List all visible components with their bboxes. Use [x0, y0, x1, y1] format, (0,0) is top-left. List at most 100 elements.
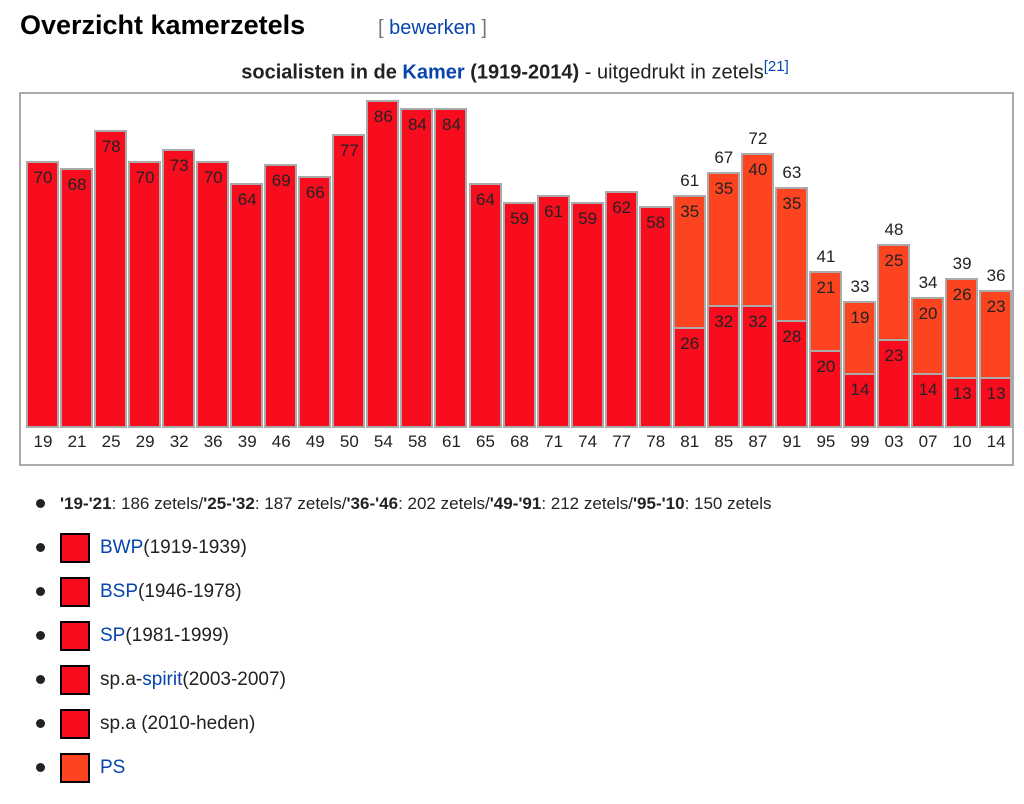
kamer-link[interactable]: Kamer — [402, 61, 465, 84]
legend-party-link[interactable]: SP — [100, 625, 126, 646]
bar-segment-ps — [877, 244, 910, 341]
chart-title: socialisten in de Kamer (1919-2014) - ui… — [0, 58, 1024, 85]
bar-segment-red — [502, 202, 536, 428]
legend-party-link[interactable]: BWP — [100, 537, 144, 558]
bar-value-label: 40 — [748, 160, 768, 180]
bracket-open: [ — [378, 17, 390, 39]
bar-value-label: 68 — [67, 175, 87, 195]
x-tick-label: 29 — [135, 432, 155, 451]
bar-total-label: 48 — [884, 220, 904, 240]
legend-swatch — [60, 621, 90, 651]
bar-segment-red — [94, 130, 128, 428]
x-tick-label: 54 — [373, 432, 393, 451]
bar-value-label: 70 — [203, 167, 223, 187]
bar-segment-red — [400, 107, 434, 428]
x-tick-label: 25 — [101, 432, 121, 451]
bar-total-label: 72 — [748, 129, 768, 149]
reference-link[interactable]: [21] — [763, 58, 789, 75]
legend-item: BWP (1919-1939) — [36, 526, 772, 570]
bar-value-label: 59 — [510, 209, 529, 229]
period-label: '36-'46 — [346, 494, 399, 513]
bar-value-label: 35 — [714, 179, 734, 199]
bar-value-label: 20 — [816, 357, 836, 377]
x-tick-label: 65 — [476, 432, 495, 451]
legend-item: sp.a-spirit (2003-2007) — [36, 658, 772, 702]
bar-segment-red — [264, 164, 298, 428]
x-tick-label: 21 — [67, 432, 87, 451]
x-tick-label: 68 — [510, 432, 529, 451]
bar-value-label: 77 — [339, 141, 359, 161]
bar-segment-red — [60, 168, 94, 428]
bar-segment-red — [196, 160, 230, 428]
bar-value-label: 64 — [476, 190, 495, 210]
bar-value-label: 23 — [986, 296, 1006, 316]
x-tick-label: 46 — [271, 432, 291, 451]
bar-segment-red — [162, 149, 196, 428]
bar-value-label: 21 — [816, 277, 836, 297]
edit-link[interactable]: bewerken — [389, 17, 476, 39]
bar-value-label: 13 — [952, 383, 972, 403]
legend-period: (1946-1978) — [138, 581, 242, 602]
x-tick-label: 71 — [544, 432, 564, 451]
bar-segment-ps — [740, 153, 774, 307]
x-tick-label: 78 — [646, 432, 666, 451]
bar-value-label: 84 — [407, 114, 427, 134]
legend-party-link[interactable]: PS — [100, 757, 126, 778]
x-tick-label: 49 — [305, 432, 325, 451]
legend-text: sp.a (2010-heden) — [100, 713, 256, 734]
legend-text: sp.a- — [100, 669, 143, 690]
bar-segment-red — [536, 194, 570, 428]
bar-segment-red — [332, 134, 366, 428]
bar-value-label: 35 — [680, 201, 700, 221]
bar-value-label: 73 — [169, 156, 189, 176]
x-tick-label: 81 — [680, 432, 700, 451]
bar-value-label: 64 — [237, 190, 257, 210]
bar-value-label: 62 — [612, 198, 632, 218]
legend-party-link[interactable]: BSP — [100, 581, 139, 602]
bar-value-label: 86 — [373, 107, 393, 127]
legend-swatch — [60, 665, 90, 695]
bar-value-label: 61 — [544, 201, 564, 221]
bar-value-label: 23 — [884, 345, 904, 365]
title-post: (1919-2014) — [464, 61, 580, 84]
bar-value-label: 19 — [850, 307, 870, 327]
bracket-close: ] — [475, 17, 487, 39]
x-tick-label: 91 — [782, 432, 802, 451]
bar-segment-red — [468, 183, 502, 428]
period-seats: : 186 zetels/ — [111, 494, 204, 513]
bar-segment-ps — [979, 289, 1013, 379]
legend-period: (2003-2007) — [182, 669, 286, 690]
bar-total-label: 34 — [918, 273, 938, 293]
bar-segment-ps — [706, 172, 740, 307]
bar-value-label: 66 — [305, 182, 325, 202]
legend-party-link[interactable]: spirit — [142, 669, 183, 690]
legend-swatch — [60, 577, 90, 607]
bar-segment-ps — [672, 194, 706, 330]
period-label: '95-'10 — [633, 494, 685, 513]
bar-segment-red — [877, 338, 910, 428]
bar-segment-red — [128, 160, 162, 428]
x-tick-label: 61 — [442, 432, 461, 451]
bar-value-label: 58 — [646, 213, 666, 233]
bar-total-label: 39 — [952, 254, 972, 274]
legend-list: '19-'21: 186 zetels/ '25-'32: 187 zetels… — [36, 482, 772, 790]
bar-value-label: 84 — [442, 114, 461, 134]
legend-item: SP (1981-1999) — [36, 614, 772, 658]
bar-segment-red — [979, 376, 1013, 428]
x-tick-label: 50 — [339, 432, 359, 451]
x-tick-label: 32 — [169, 432, 189, 451]
bar-segment-red — [366, 100, 400, 428]
bar-segment-red — [434, 107, 468, 428]
bar-segment-red — [570, 202, 604, 428]
legend-period: (1981-1999) — [125, 625, 229, 646]
bar-value-label: 70 — [135, 167, 155, 187]
bar-segment-ps — [945, 278, 979, 379]
x-tick-label: 77 — [612, 432, 632, 451]
bar-total-label: 63 — [782, 163, 802, 183]
x-tick-label: 95 — [816, 432, 836, 451]
bar-value-label: 20 — [918, 304, 938, 324]
section-heading: Overzicht kamerzetels — [20, 10, 306, 40]
legend-swatch — [60, 533, 90, 563]
bar-segment-red — [604, 191, 638, 428]
bar-value-label: 26 — [680, 334, 700, 354]
